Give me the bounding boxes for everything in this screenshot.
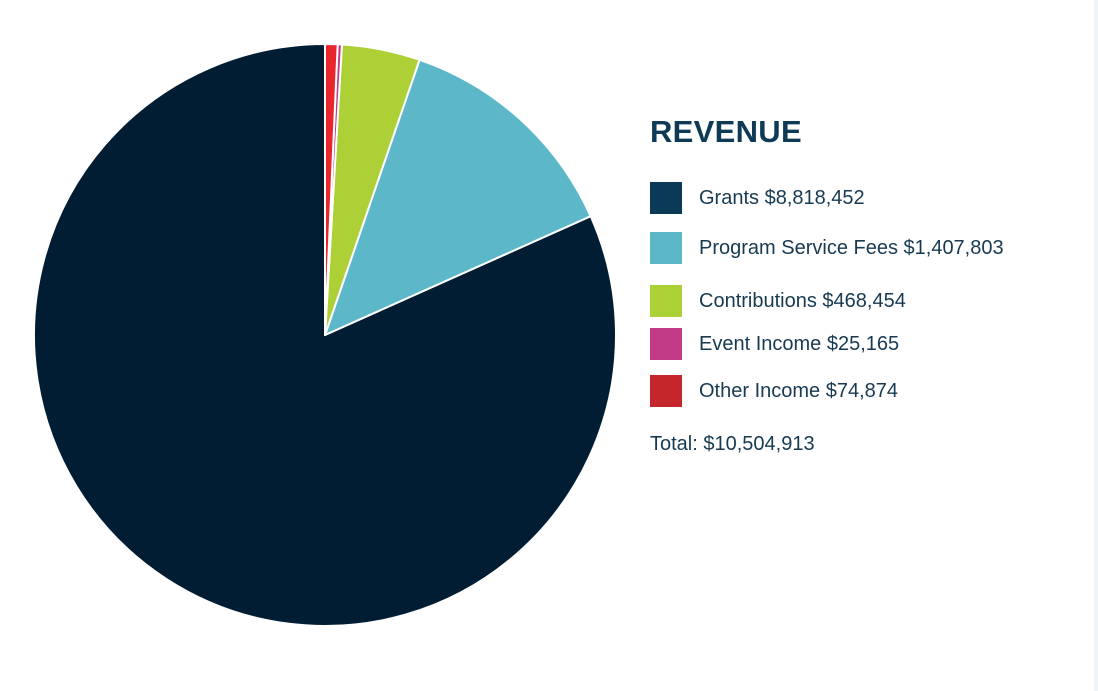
legend-swatch-grants bbox=[650, 182, 682, 214]
legend-item-contributions: Contributions $468,454 bbox=[650, 284, 906, 318]
legend-swatch-event-income bbox=[650, 328, 682, 360]
pie-slices bbox=[33, 43, 617, 627]
legend-item-other-income: Other Income $74,874 bbox=[650, 374, 898, 408]
legend-item-grants: Grants $8,818,452 bbox=[650, 181, 865, 215]
chart-title: REVENUE bbox=[650, 114, 802, 149]
legend-swatch-program-service-fees bbox=[650, 232, 682, 264]
total-revenue: Total: $10,504,913 bbox=[650, 433, 815, 455]
legend-swatch-contributions bbox=[650, 285, 682, 317]
legend-swatch-other-income bbox=[650, 375, 682, 407]
pie-slice-program-service-fees bbox=[324, 58, 592, 336]
legend-label-grants: Grants $8,818,452 bbox=[699, 186, 865, 209]
legend-item-program-service-fees: Program Service Fees $1,407,803 bbox=[650, 231, 1004, 265]
legend-label-event-income: Event Income $25,165 bbox=[699, 332, 900, 355]
legend-item-event-income: Event Income $25,165 bbox=[650, 327, 899, 361]
page-edge bbox=[1094, 0, 1098, 691]
legend-label-contributions: Contributions $468,454 bbox=[699, 289, 906, 312]
legend-label-other-income: Other Income $74,874 bbox=[699, 379, 899, 402]
legend-label-program-service-fees: Program Service Fees $1,407,803 bbox=[699, 236, 1004, 259]
pie-slice-other-income bbox=[324, 43, 339, 336]
